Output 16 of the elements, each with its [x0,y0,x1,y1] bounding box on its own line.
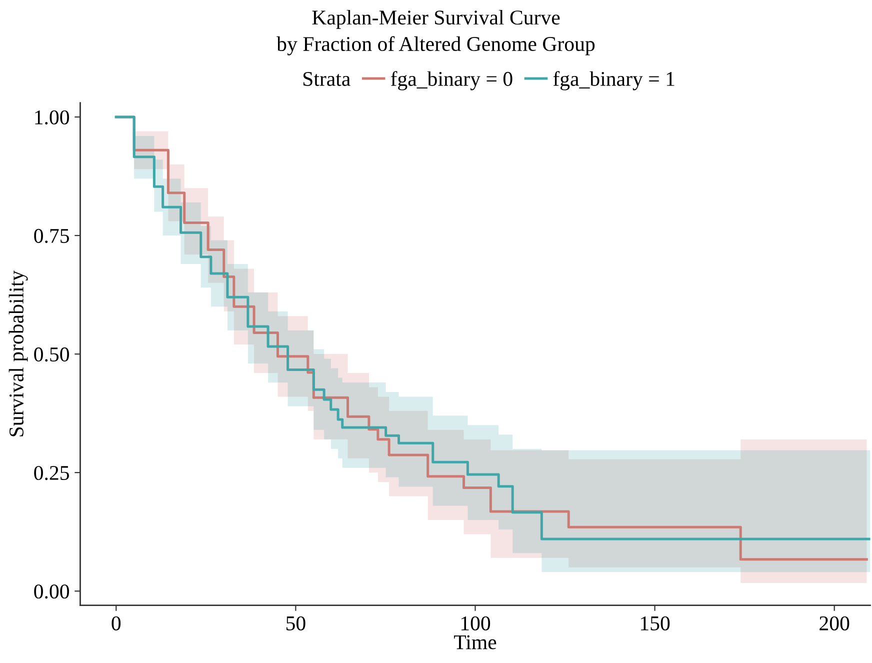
x-tick-label: 100 [461,616,490,630]
y-tick-label: 1.00 [35,110,70,125]
y-tick-label: 0.50 [34,347,70,362]
x-tick-label: 200 [820,616,850,630]
legend-title: Strata [303,72,350,86]
x-tick-label: 150 [641,616,670,630]
y-axis-title: Survival probability [8,270,28,436]
legend-label: fga_binary = 0 [390,71,512,90]
chart-title: Kaplan-Meier Survival Curve by Fraction of Altered Genome Group [276,10,595,56]
x-tick-label: 50 [286,616,306,630]
x-tick-label: 0 [112,616,121,630]
y-tick-label: 0.75 [34,228,69,244]
y-tick-label: 0.00 [34,584,70,599]
x-axis-title: Time [454,635,496,650]
y-tick-label: 0.25 [34,466,69,480]
legend-label: fga_binary = 1 [553,71,674,90]
